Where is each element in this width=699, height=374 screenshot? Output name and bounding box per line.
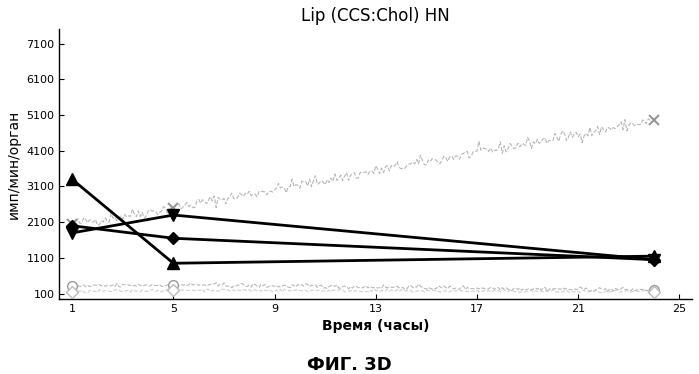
- Y-axis label: имп/мин/орган: имп/мин/орган: [7, 110, 21, 219]
- X-axis label: Время (часы): Время (часы): [322, 319, 429, 333]
- Text: ФИГ. 3D: ФИГ. 3D: [307, 356, 392, 374]
- Title: Lip (CCS:Chol) HN: Lip (CCS:Chol) HN: [301, 7, 450, 25]
